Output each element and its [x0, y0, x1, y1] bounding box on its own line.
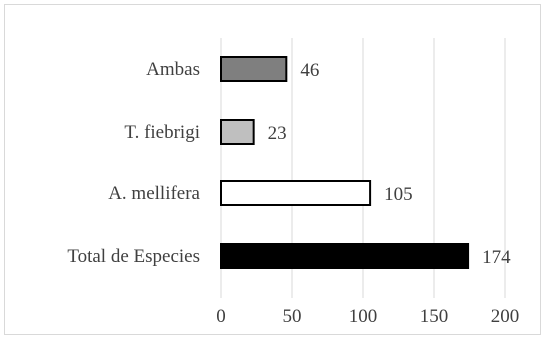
category-labels: Ambas T. fiebrigi A. mellifera Total de Esp…	[67, 59, 200, 267]
bar-total-de-especies	[220, 243, 470, 269]
bars	[220, 56, 470, 269]
data-label-total-de-especies: 174	[482, 247, 511, 268]
data-label-ambas: 46	[300, 60, 319, 81]
category-label-a-mellifera: A. mellifera	[108, 183, 200, 204]
bar-a-mellifera	[220, 180, 372, 206]
category-label-ambas: Ambas	[146, 59, 200, 80]
x-tick-label-50: 50	[283, 306, 302, 327]
category-label-t-fiebrigi: T. fiebrigi	[124, 122, 200, 143]
x-tick-label-200: 200	[491, 306, 520, 327]
category-label-total-de-especies: Total de Especies	[67, 246, 200, 267]
bar-ambas	[220, 56, 288, 82]
x-axis-tick-labels: 0 50 100 150 200	[216, 306, 519, 327]
x-tick-label-150: 150	[420, 306, 449, 327]
data-labels: 46 23 105 174	[268, 60, 511, 268]
data-label-a-mellifera: 105	[384, 184, 413, 205]
bar-t-fiebrigi	[220, 119, 255, 145]
data-label-t-fiebrigi: 23	[268, 123, 287, 144]
x-tick-label-100: 100	[349, 306, 378, 327]
x-tick-label-0: 0	[216, 306, 226, 327]
